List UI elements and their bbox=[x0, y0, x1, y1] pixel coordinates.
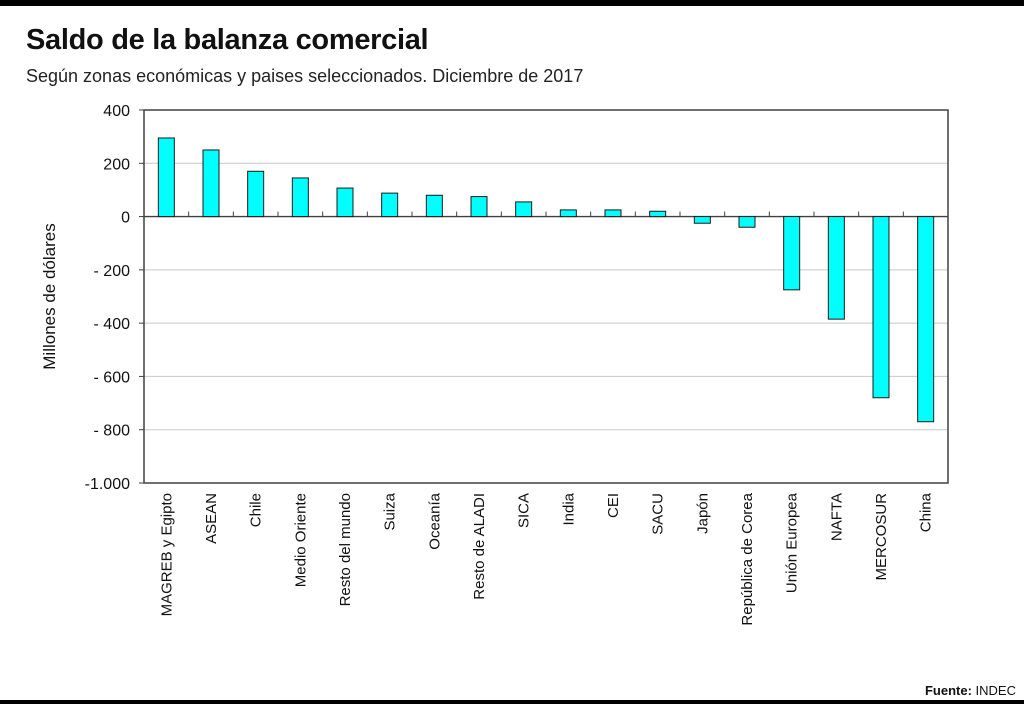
bar bbox=[917, 216, 935, 423]
x-tick-label: Oceanía bbox=[426, 492, 443, 549]
y-tick-label: 200 bbox=[103, 156, 130, 173]
bar bbox=[202, 149, 220, 218]
bar bbox=[336, 187, 354, 218]
bar bbox=[470, 196, 488, 218]
x-tick-label: China bbox=[918, 492, 935, 532]
bar bbox=[604, 209, 622, 218]
x-tick-label: Unión Europea bbox=[784, 492, 801, 593]
y-axis-title: Millones de dólares bbox=[40, 223, 59, 369]
y-tick-label: -1.000 bbox=[85, 476, 130, 493]
x-tick-label: CEI bbox=[605, 493, 622, 518]
x-tick-label: SACU bbox=[650, 493, 667, 535]
plot-frame bbox=[143, 109, 949, 484]
x-tick-label: SICA bbox=[516, 493, 533, 528]
top-rule bbox=[0, 0, 1024, 6]
chart-subtitle: Según zonas económicas y paises seleccio… bbox=[26, 66, 584, 86]
x-tick-label: Resto de ALADI bbox=[471, 493, 488, 600]
y-tick-label: - 200 bbox=[94, 263, 131, 280]
x-tick-label: Chile bbox=[248, 493, 265, 527]
bar bbox=[425, 194, 443, 218]
bars bbox=[157, 137, 935, 423]
axis-labels: 400 200 0 - 200 - 400 - 600 - 800 -1.000 MAGREB … bbox=[40, 103, 935, 626]
bar bbox=[291, 177, 309, 218]
x-tick-label: Suiza bbox=[382, 492, 399, 530]
bar bbox=[157, 137, 175, 218]
y-tick-label: - 600 bbox=[94, 369, 131, 386]
x-tick-label: ASEAN bbox=[203, 493, 220, 544]
bar bbox=[381, 192, 399, 218]
x-tick-label: MAGREB y Egipto bbox=[158, 493, 175, 616]
bar bbox=[559, 209, 577, 218]
x-tick-label: NAFTA bbox=[828, 493, 845, 541]
x-tick-label: Japón bbox=[694, 493, 711, 534]
bar bbox=[515, 201, 533, 218]
y-tick-label: 400 bbox=[103, 103, 130, 120]
source-value: INDEC bbox=[975, 683, 1016, 698]
bar bbox=[827, 216, 845, 320]
grid-lines bbox=[144, 162, 948, 431]
y-tick-label: - 400 bbox=[94, 316, 131, 333]
source-note: Fuente: INDEC bbox=[925, 683, 1016, 698]
axes bbox=[139, 109, 949, 484]
bar bbox=[783, 216, 801, 291]
bar bbox=[649, 210, 667, 218]
chart-title: Saldo de la balanza comercial bbox=[26, 24, 429, 56]
x-tick-label: República de Corea bbox=[739, 492, 756, 625]
x-tick-label: India bbox=[560, 492, 577, 525]
y-tick-label: - 800 bbox=[94, 423, 131, 440]
bottom-rule bbox=[0, 700, 1024, 704]
x-tick-label: MERCOSUR bbox=[873, 493, 890, 581]
bar bbox=[693, 216, 711, 224]
source-label: Fuente: bbox=[924, 683, 972, 698]
bar bbox=[738, 216, 756, 228]
x-tick-label: Medio Oriente bbox=[292, 493, 309, 587]
bar bbox=[872, 216, 890, 399]
bar bbox=[247, 170, 265, 218]
x-tick-label: Resto del mundo bbox=[337, 493, 354, 606]
y-tick-label: 0 bbox=[121, 210, 130, 227]
